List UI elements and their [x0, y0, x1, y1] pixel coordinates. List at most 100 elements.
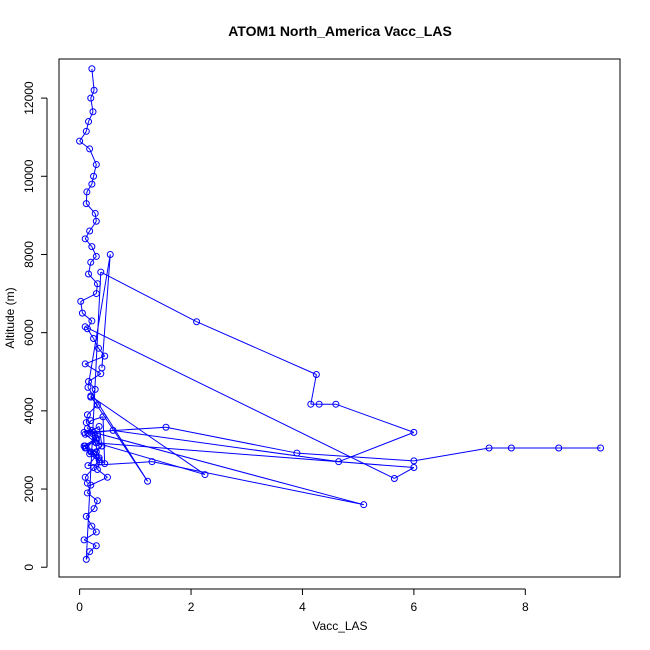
data-point: [83, 411, 91, 419]
x-tick-label: 0: [76, 600, 83, 614]
data-point: [81, 442, 89, 450]
data-point: [93, 280, 101, 288]
data-point: [87, 392, 95, 400]
series-line-segment: [85, 414, 88, 423]
series-line-segment: [91, 246, 97, 257]
data-point: [193, 318, 201, 326]
data-point: [360, 501, 368, 509]
data-point: [91, 385, 99, 393]
series-line-segment: [88, 381, 96, 390]
data-point: [76, 137, 84, 145]
data-point: [82, 127, 90, 135]
data-point: [485, 444, 493, 452]
data-point: [332, 400, 340, 408]
data-point: [162, 423, 170, 431]
series-line-segment: [82, 312, 93, 322]
x-tick-label: 6: [411, 600, 418, 614]
data-point: [90, 172, 98, 180]
data-point: [85, 270, 93, 278]
data-point: [92, 528, 100, 536]
series-line-segment: [296, 452, 414, 462]
data-point: [89, 108, 97, 116]
series-line-segment: [85, 422, 93, 431]
x-axis-label: Vacc_LAS: [312, 619, 367, 633]
data-point: [597, 444, 605, 452]
data-point: [82, 200, 90, 208]
series-line-segment: [112, 429, 339, 463]
data-point: [410, 457, 418, 465]
series-line-segment: [100, 271, 197, 323]
series-line-segment: [96, 442, 206, 476]
series-line-segment: [394, 467, 415, 479]
data-point: [81, 360, 89, 368]
data-point: [312, 370, 320, 378]
plot-frame: [58, 58, 621, 578]
y-axis-label: Altitude (m): [3, 287, 17, 348]
series-line-segment: [165, 426, 297, 454]
data-point: [87, 481, 95, 489]
data-point: [87, 417, 95, 425]
series-line-segment: [90, 256, 97, 263]
y-tick-label: 10000: [22, 159, 36, 193]
data-point: [555, 444, 563, 452]
data-point: [97, 268, 105, 276]
series-line-segment: [95, 283, 98, 294]
data-point: [92, 290, 100, 298]
series-line-segment: [91, 176, 95, 185]
series-line-segment: [86, 328, 94, 339]
series-line-segment: [335, 403, 415, 433]
data-point: [84, 383, 92, 391]
data-point: [95, 454, 103, 462]
data-point: [83, 325, 91, 333]
data-point: [315, 400, 323, 408]
data-point: [77, 297, 85, 305]
data-point: [101, 352, 109, 360]
series-line-segment: [338, 431, 415, 463]
series-line-segment: [90, 395, 206, 475]
data-point: [98, 364, 106, 372]
data-point: [82, 512, 90, 520]
data-point: [90, 505, 98, 513]
series-line-segment: [83, 539, 97, 547]
data-point: [410, 464, 418, 472]
data-point: [92, 252, 100, 260]
data-point: [97, 370, 105, 378]
series-0: [76, 65, 418, 563]
x-tick-label: 4: [299, 600, 306, 614]
chart-title: ATOM1 North_America Vacc_LAS: [228, 23, 452, 39]
series-line-segment: [96, 442, 414, 469]
series-line-segment: [97, 469, 108, 478]
series-line-segment: [98, 347, 106, 357]
data-point: [307, 400, 315, 408]
data-point: [92, 161, 100, 169]
data-point: [82, 555, 90, 563]
series-line-segment: [84, 355, 105, 365]
series-line-segment: [101, 254, 111, 368]
data-point: [95, 344, 103, 352]
series-line-segment: [85, 191, 88, 204]
series-line-segment: [91, 525, 97, 533]
data-point: [86, 145, 94, 153]
axis-ticks: 0 2 4 6 8 0 2000 4000 6000 8000 10000 12000: [22, 81, 529, 614]
series-line-segment: [151, 461, 364, 506]
series-line-segment: [85, 121, 90, 132]
data-point: [410, 428, 418, 436]
series-line-segment: [89, 220, 97, 232]
series-line-segment: [88, 273, 98, 285]
series-line-segment: [88, 373, 102, 382]
series-line-segment: [90, 90, 95, 99]
series-line-segment: [87, 455, 97, 466]
series-line-segment: [83, 531, 97, 541]
data-point: [95, 456, 103, 464]
series-line-segment: [86, 183, 93, 193]
data-point: [81, 473, 89, 481]
y-tick-label: 4000: [22, 397, 36, 424]
series-line-segment: [87, 404, 98, 416]
data-point: [81, 323, 89, 331]
y-tick-label: 6000: [22, 319, 36, 346]
series-line-segment: [79, 131, 87, 142]
data-point: [91, 209, 99, 217]
data-point: [87, 258, 95, 266]
series-line-segment: [93, 431, 364, 506]
